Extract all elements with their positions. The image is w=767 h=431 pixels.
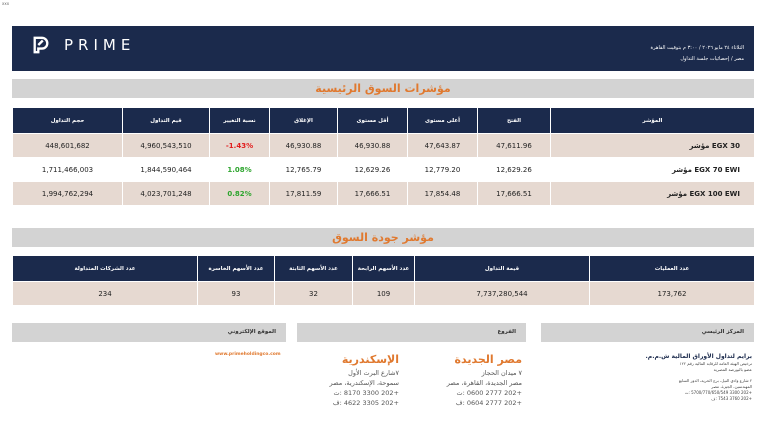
branches-label: الفروع — [297, 323, 526, 342]
col-losers: عدد الأسهم الخاسرة — [197, 255, 275, 282]
branch-city: مصر الجديدة — [454, 353, 522, 366]
website-label: الموقع الإلكتروني — [12, 323, 286, 342]
cell-volume: 1,711,466,003 — [12, 157, 123, 182]
brand-name: PRIME — [64, 36, 136, 54]
cell-low: 12,629.26 — [337, 157, 408, 182]
branch-fax: +202 3305 4622 :ف — [332, 399, 399, 407]
col-transactions: عدد العمليات — [589, 255, 755, 282]
hq-membership: عضو بالبورصة المصرية — [713, 367, 752, 372]
cell-open: 47,611.96 — [477, 133, 551, 158]
quality-header-row: عدد الشركات المتداولة عدد الأسهم الخاسرة… — [12, 255, 755, 282]
cell-traded-value: 7,737,280,544 — [414, 281, 590, 306]
cell-change: 1.08% — [209, 157, 270, 182]
report-header: PRIME الثلاثاء ٢٤ مايو ٢٠٢٦ / ٣:٠٠ م بتو… — [12, 26, 754, 71]
branch-alexandria: الإسكندرية ٧شارع البرت الأول سموحة، الإس… — [299, 352, 399, 408]
branch-city: الإسكندرية — [341, 353, 399, 366]
cell-index-name: مؤشر EGX 100 EWI — [550, 181, 755, 206]
hq-license: ترخيص الهيئة العامة للرقابة المالية رقم … — [679, 361, 752, 366]
hq-phone: +202 3300 5700/770/650/549 :ت — [684, 390, 752, 395]
indices-header-row: حجم التداول قيم التداول نسبة التغيير الإ… — [12, 107, 755, 134]
hq-company-name: برايم لتداول الأوراق المالية ش.م.م. — [645, 353, 752, 360]
cell-close: 12,765.79 — [269, 157, 338, 182]
col-traded-companies: عدد الشركات المتداولة — [12, 255, 198, 282]
cell-high: 17,854.48 — [407, 181, 478, 206]
col-value: قيم التداول — [122, 107, 210, 134]
cell-close: 17,811.59 — [269, 181, 338, 206]
cell-open: 17,666.51 — [477, 181, 551, 206]
col-index: المؤشر — [550, 107, 755, 134]
cell-traded-companies: 234 — [12, 281, 198, 306]
cell-value: 1,844,590,464 — [122, 157, 210, 182]
hq-fax: +202 3760 7543 :ف — [711, 396, 752, 401]
branch-phone: +202 3300 8170 :ت — [333, 389, 399, 397]
cell-value: 4,960,543,510 — [122, 133, 210, 158]
branch-address-1: ٧ ميدان الحجاز — [481, 369, 522, 377]
table-row: 234 93 32 109 7,737,280,544 173,762 — [12, 281, 755, 306]
cell-index-name: مؤشر EGX 30 — [550, 133, 755, 158]
branch-address-2: مصر الجديدة، القاهرة، مصر — [446, 379, 522, 387]
cell-unchanged: 32 — [274, 281, 353, 306]
corner-tag: xxx — [2, 1, 10, 6]
report-date: الثلاثاء ٢٤ مايو ٢٠٢٦ / ٣:٠٠ م بتوقيت ال… — [650, 45, 744, 51]
cell-high: 47,643.87 — [407, 133, 478, 158]
cell-losers: 93 — [197, 281, 275, 306]
col-gainers: عدد الأسهم الرابحة — [352, 255, 415, 282]
cell-change: 0.82% — [209, 181, 270, 206]
col-open: الفتح — [477, 107, 551, 134]
cell-low: 17,666.51 — [337, 181, 408, 206]
cell-transactions: 173,762 — [589, 281, 755, 306]
cell-open: 12,629.26 — [477, 157, 551, 182]
cell-change: -1.43% — [209, 133, 270, 158]
col-high: أعلى مستوى — [407, 107, 478, 134]
branch-phone: +202 2777 0600 :ت — [456, 389, 522, 397]
col-low: أقل مستوى — [337, 107, 408, 134]
prime-logo-icon — [33, 36, 49, 54]
branch-heliopolis: مصر الجديدة ٧ ميدان الحجاز مصر الجديدة، … — [422, 352, 522, 408]
branch-address-1: ٧شارع البرت الأول — [348, 369, 399, 377]
headquarters-block: برايم لتداول الأوراق المالية ش.م.م. ترخي… — [602, 352, 752, 402]
col-close: الإغلاق — [269, 107, 338, 134]
cell-high: 12,779.20 — [407, 157, 478, 182]
cell-gainers: 109 — [352, 281, 415, 306]
table-row: 1,994,762,294 4,023,701,248 0.82% 17,811… — [12, 181, 755, 206]
report-subtitle: مصر / إحصائيات جلسة التداول — [680, 56, 744, 62]
indices-table: حجم التداول قيم التداول نسبة التغيير الإ… — [12, 107, 755, 206]
brand-logo: PRIME — [32, 36, 135, 54]
col-unchanged: عدد الأسهم الثابتة — [274, 255, 353, 282]
cell-index-name: مؤشر EGX 70 EWI — [550, 157, 755, 182]
website-link[interactable]: www.primeholdingco.com — [215, 352, 281, 357]
quality-table: عدد الشركات المتداولة عدد الأسهم الخاسرة… — [12, 255, 755, 306]
cell-close: 46,930.88 — [269, 133, 338, 158]
cell-volume: 1,994,762,294 — [12, 181, 123, 206]
hq-address-2: المهندسين، الجيزة، مصر — [711, 384, 752, 389]
cell-low: 46,930.88 — [337, 133, 408, 158]
table-row: 448,601,682 4,960,543,510 -1.43% 46,930.… — [12, 133, 755, 158]
cell-volume: 448,601,682 — [12, 133, 123, 158]
col-traded-value: قيمة التداول — [414, 255, 590, 282]
col-change: نسبة التغيير — [209, 107, 270, 134]
branch-address-2: سموحة، الإسكندرية، مصر — [329, 379, 399, 387]
indices-section-title: مؤشرات السوق الرئيسية — [12, 79, 754, 98]
table-row: 1,711,466,003 1,844,590,464 1.08% 12,765… — [12, 157, 755, 182]
cell-value: 4,023,701,248 — [122, 181, 210, 206]
branch-fax: +202 2777 0604 :ف — [455, 399, 522, 407]
headquarters-label: المركز الرئيسي — [541, 323, 754, 342]
quality-section-title: مؤشر جودة السوق — [12, 228, 754, 247]
col-volume: حجم التداول — [12, 107, 123, 134]
hq-address-1: ٢ شارع وادي النيل، برج الحرية، الدور الس… — [678, 378, 752, 383]
